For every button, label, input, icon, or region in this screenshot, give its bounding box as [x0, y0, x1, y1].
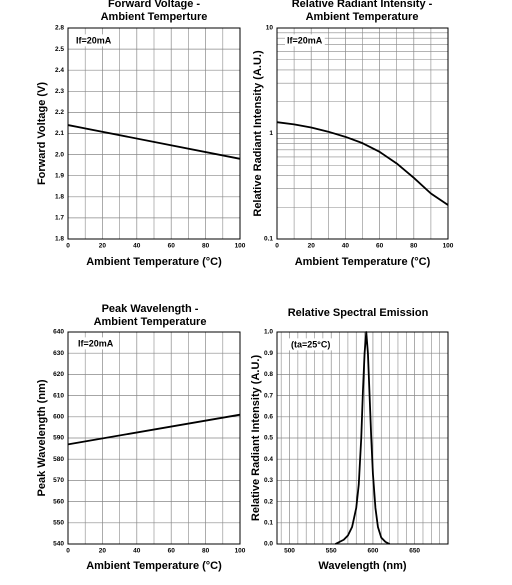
- y-tick-label: 600: [53, 414, 64, 421]
- annotation: If=20mA: [287, 35, 323, 45]
- plot-frame: [67, 331, 241, 545]
- y-tick-label: 2.2: [55, 109, 64, 116]
- y-axis-label: Forward Voltage (V): [36, 82, 48, 185]
- y-tick-label: 2.1: [55, 130, 64, 137]
- y-tick-label: 610: [53, 392, 64, 399]
- x-tick-label: 60: [376, 243, 384, 250]
- y-tick-label: 1.7: [55, 215, 64, 222]
- x-tick-label: 650: [409, 548, 420, 555]
- y-axis-label: Relative Radiant Intensity (A.U.): [250, 355, 262, 522]
- chart-title: Ambient Temperature: [306, 11, 419, 23]
- y-tick-label: 560: [53, 498, 64, 505]
- x-tick-label: 60: [168, 548, 176, 555]
- y-tick-label: 620: [53, 371, 64, 378]
- y-tick-label: 10: [266, 25, 274, 32]
- data-line: [67, 124, 241, 160]
- y-tick-label: 0.0: [264, 541, 273, 548]
- y-tick-label: 640: [53, 329, 64, 336]
- y-tick-label: 2.3: [55, 88, 64, 95]
- x-tick-label: 600: [367, 548, 378, 555]
- y-tick-label: 0.1: [264, 236, 273, 243]
- chart-title: Peak Wavelength -: [102, 303, 199, 315]
- y-tick-label: 630: [53, 350, 64, 357]
- plot-frame: [67, 27, 241, 240]
- annotation: (ta=25°C): [291, 339, 330, 349]
- x-tick-label: 80: [410, 243, 418, 250]
- y-axis-label: Relative Radiant Intensity (A.U.): [252, 50, 264, 217]
- x-axis-label: Ambient Temperature (°C): [295, 256, 431, 268]
- y-tick-label: 0.8: [264, 371, 273, 378]
- x-tick-label: 20: [99, 243, 107, 250]
- x-axis-label: Ambient Temperature (°C): [86, 256, 222, 268]
- annotation-background: [285, 34, 325, 47]
- y-tick-label: 2.8: [55, 25, 64, 32]
- chart-title: Relative Spectral Emission: [288, 307, 429, 319]
- y-tick-label: 0.3: [264, 477, 273, 484]
- y-tick-label: 0.6: [264, 414, 273, 421]
- x-axis-label: Ambient Temperature (°C): [86, 560, 222, 572]
- y-tick-label: 2.4: [55, 67, 64, 74]
- plot-frame: [276, 331, 449, 545]
- x-tick-label: 20: [308, 243, 316, 250]
- data-line: [334, 331, 391, 545]
- x-tick-label: 100: [235, 243, 246, 250]
- x-tick-label: 550: [326, 548, 337, 555]
- y-tick-label: 580: [53, 456, 64, 463]
- annotation-background: [289, 338, 333, 351]
- x-tick-label: 40: [133, 548, 141, 555]
- x-axis-label: Wavelength (nm): [318, 560, 407, 572]
- y-tick-label: 0.1: [264, 520, 273, 527]
- y-axis-label: Peak Wavelength (nm): [36, 379, 48, 496]
- chart-title: Forward Voltage -: [108, 0, 200, 10]
- y-tick-label: 0.7: [264, 392, 273, 399]
- x-tick-label: 500: [284, 548, 295, 555]
- y-tick-label: 1.0: [264, 329, 273, 336]
- x-tick-label: 80: [202, 243, 210, 250]
- y-tick-label: 1.8: [55, 236, 64, 243]
- y-tick-label: 0.2: [264, 498, 273, 505]
- annotation: If=20mA: [78, 338, 114, 348]
- y-tick-label: 2.5: [55, 46, 64, 53]
- y-tick-label: 1.8: [55, 194, 64, 201]
- data-line: [276, 121, 449, 206]
- annotation-background: [76, 337, 116, 350]
- x-tick-label: 80: [202, 548, 210, 555]
- x-tick-label: 0: [66, 243, 70, 250]
- y-tick-label: 570: [53, 477, 64, 484]
- x-tick-label: 100: [235, 548, 246, 555]
- data-line: [67, 413, 241, 446]
- y-tick-label: 2.0: [55, 151, 64, 158]
- x-tick-label: 0: [275, 243, 279, 250]
- x-tick-label: 60: [168, 243, 176, 250]
- y-tick-label: 0.4: [264, 456, 273, 463]
- x-tick-label: 40: [133, 243, 141, 250]
- chart-title: Relative Radiant Intensity -: [292, 0, 433, 10]
- y-tick-label: 0.9: [264, 350, 273, 357]
- x-tick-label: 20: [99, 548, 107, 555]
- chart-title: Ambient Temperture: [101, 11, 208, 23]
- annotation: If=20mA: [76, 35, 112, 45]
- y-tick-label: 550: [53, 520, 64, 527]
- y-tick-label: 540: [53, 541, 64, 548]
- chart-title: Ambient Temperature: [94, 316, 207, 328]
- annotation-background: [74, 34, 114, 47]
- y-tick-label: 0.5: [264, 435, 273, 442]
- y-tick-label: 590: [53, 435, 64, 442]
- x-tick-label: 0: [66, 548, 70, 555]
- x-tick-label: 40: [342, 243, 350, 250]
- x-tick-label: 100: [443, 243, 454, 250]
- y-tick-label: 1: [269, 130, 273, 137]
- plot-frame: [276, 27, 449, 240]
- y-tick-label: 1.9: [55, 172, 64, 179]
